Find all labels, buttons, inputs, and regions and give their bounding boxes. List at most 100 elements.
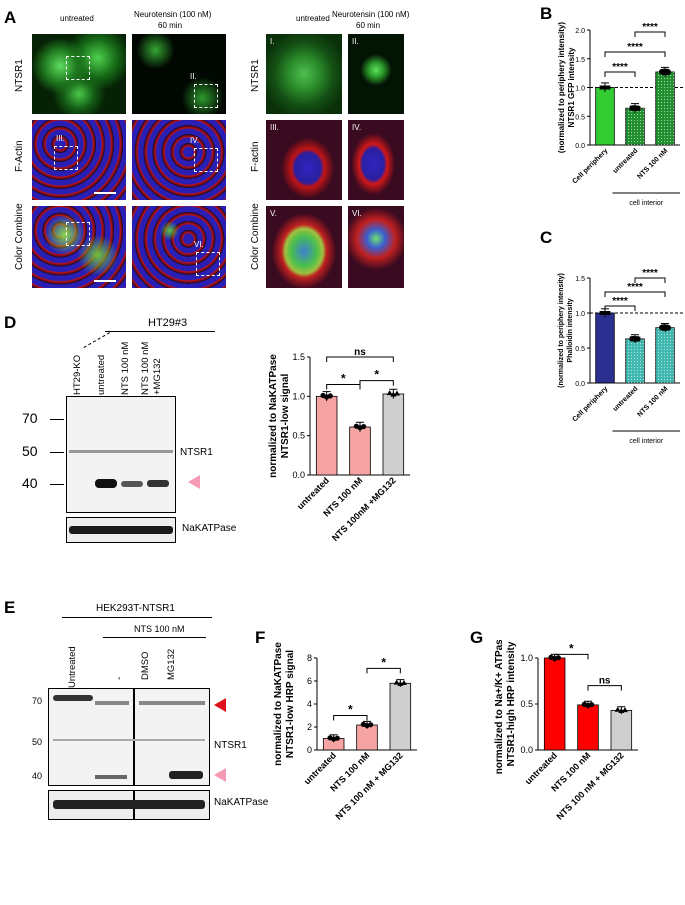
data-point xyxy=(636,337,641,342)
significance-label: * xyxy=(374,368,379,382)
col-header-untreated: untreated xyxy=(60,14,94,23)
significance-bracket xyxy=(554,653,589,660)
lane-label-ko: HT29-KO xyxy=(72,354,83,395)
zoom-row-label-combine: Color Combine xyxy=(250,203,261,270)
data-point xyxy=(327,393,333,399)
zoom-label-ii: II. xyxy=(352,37,359,46)
blot-band xyxy=(53,800,205,809)
lane-label-dmso: DMSO xyxy=(140,651,151,681)
bar-texture xyxy=(625,338,645,383)
data-point xyxy=(630,105,635,110)
treatment-label-e: NTS 100 nM xyxy=(134,624,185,634)
y-tick-label: 1.0 xyxy=(520,653,533,663)
y-tick-label: 0.0 xyxy=(520,745,533,755)
bar-texture xyxy=(625,108,645,145)
blot-band xyxy=(169,771,203,779)
chart-c: 0.0 0.5 1.0 1.5 Phalloidin intensity(normali… xyxy=(558,268,685,445)
zoom-ntsr1-untreated: I. xyxy=(266,34,342,114)
y-axis-label: normalized to NaKATPase xyxy=(273,642,284,766)
cell-line-label-e: HEK293T-NTSR1 xyxy=(96,603,175,614)
mw-50: 50 xyxy=(22,443,38,459)
roi-box-i xyxy=(66,56,90,80)
y-tick-label: 1.5 xyxy=(575,276,585,283)
y-tick-label: 0.0 xyxy=(575,143,585,150)
lane-label-untreated: untreated xyxy=(96,354,107,395)
category-label-1: untreated xyxy=(612,385,640,413)
roi-box-v xyxy=(66,222,90,246)
significance-bracket xyxy=(604,291,666,297)
zoom-row-label-ntsr1: NTSR1 xyxy=(250,59,261,92)
y-tick-label: 0.0 xyxy=(575,381,585,388)
micrograph-ntsr1-untreated xyxy=(32,34,126,114)
bar-2 xyxy=(389,682,412,751)
y-tick-label: 0.5 xyxy=(292,431,305,441)
blot-band xyxy=(69,526,173,534)
loading-label-d: NaKATPase xyxy=(182,523,237,534)
roi-label-vi: VI. xyxy=(194,240,204,249)
panel-label-e: E xyxy=(4,598,16,617)
data-point xyxy=(600,311,605,315)
data-point xyxy=(633,336,637,341)
data-point xyxy=(393,679,400,685)
data-point xyxy=(603,311,607,315)
significance-bracket xyxy=(326,384,361,390)
y-tick-label: 2.0 xyxy=(575,28,585,35)
significance-label: **** xyxy=(642,22,658,33)
scale-bar xyxy=(94,192,116,194)
data-point xyxy=(633,106,637,111)
y-axis-label: (normalized to periphery intensity) xyxy=(557,22,566,153)
bar-1 xyxy=(356,724,378,751)
col-header-nts-time: 60 min xyxy=(158,21,183,30)
y-tick-label: 1.0 xyxy=(575,311,585,318)
significance-label: ns xyxy=(354,347,366,358)
y-tick-label: 0.5 xyxy=(575,114,585,121)
bar-0 xyxy=(315,395,338,476)
y-tick-label: 2 xyxy=(307,722,312,732)
ntsr1-high-arrow xyxy=(214,698,226,712)
significance-label: **** xyxy=(627,42,643,53)
zoom-header-untreated: untreated xyxy=(296,14,330,23)
significance-bracket xyxy=(634,31,666,37)
y-tick-label: 0.5 xyxy=(575,346,585,353)
y-axis-label: normalized to NaKATPase xyxy=(268,354,279,478)
category-label-2: NTS 100 nM + MG132 xyxy=(333,750,404,821)
roi-box-ii xyxy=(194,84,218,108)
y-tick-label: 0 xyxy=(307,745,312,755)
y-tick-label: 1.5 xyxy=(292,352,305,362)
zoom-label-v: V. xyxy=(270,209,277,218)
roi-box-iii xyxy=(54,146,78,170)
zoom-ntsr1-nts: II. xyxy=(348,34,404,114)
y-tick-label: 1.5 xyxy=(575,57,585,64)
panel-label-g: G xyxy=(470,628,484,647)
y-tick-label: 1.0 xyxy=(575,86,585,93)
blot-band xyxy=(95,701,129,705)
significance-label: * xyxy=(569,641,574,655)
significance-label: * xyxy=(341,372,346,386)
data-point xyxy=(600,85,605,90)
row-label-ntsr1: NTSR1 xyxy=(14,59,25,92)
y-tick-label: 0.5 xyxy=(520,699,533,709)
panel-label-c: C xyxy=(540,228,553,247)
y-axis-label: NTSR1-high HRP intensity xyxy=(506,641,517,766)
significance-bracket xyxy=(366,667,401,674)
treatment-line xyxy=(103,637,206,638)
bar-2 xyxy=(382,393,405,476)
blot-ntsr1 xyxy=(66,396,176,513)
category-label-2: NTS 100 nM xyxy=(636,147,669,180)
blot-band xyxy=(95,479,117,488)
significance-label: **** xyxy=(642,268,658,279)
data-point xyxy=(606,85,611,90)
zoom-factin-untreated: III. xyxy=(266,120,342,200)
blot-ntsr1-e xyxy=(48,688,210,786)
bar-0 xyxy=(543,657,566,751)
data-point xyxy=(386,390,393,396)
data-point xyxy=(621,707,628,713)
data-point xyxy=(659,68,666,74)
data-point xyxy=(555,655,561,661)
zoom-factin-nts: IV. xyxy=(348,120,404,200)
significance-label: * xyxy=(348,703,353,717)
panel-label-d: D xyxy=(4,313,17,332)
mw-40-e: 40 xyxy=(32,771,43,781)
